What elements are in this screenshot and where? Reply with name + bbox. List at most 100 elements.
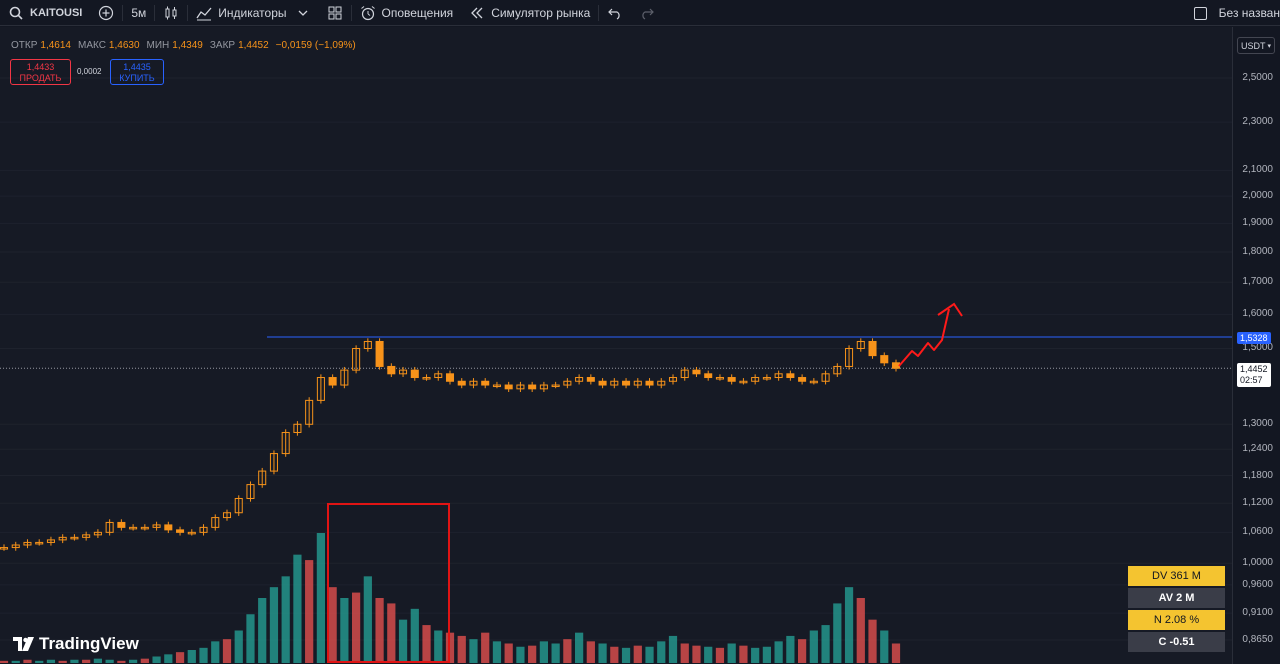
- symbol-label: KAITOUSI: [30, 6, 83, 19]
- candle-body: [164, 524, 173, 531]
- candle-body: [598, 380, 607, 386]
- toolbar-divider: [187, 4, 189, 21]
- indicators-button[interactable]: Индикаторы: [188, 0, 318, 26]
- currency-dropdown[interactable]: USDT ▾: [1237, 37, 1275, 54]
- candle-body: [504, 384, 513, 390]
- tradingview-logo-icon: [13, 637, 34, 651]
- compare-button[interactable]: [90, 0, 122, 26]
- candle-body: [786, 373, 795, 379]
- volume-bar: [621, 647, 631, 663]
- toolbar-divider: [598, 4, 600, 21]
- candle-body: [845, 347, 854, 367]
- candle-body: [187, 531, 196, 535]
- volume-bar: [258, 598, 267, 663]
- volume-bar: [692, 645, 701, 663]
- candle-body: [657, 380, 666, 386]
- volume-bar: [551, 643, 560, 663]
- interval-label: 5м: [131, 5, 147, 20]
- volume-bar: [351, 592, 361, 663]
- candle-body: [46, 539, 55, 543]
- alerts-label: Оповещения: [381, 5, 454, 20]
- volume-bar: [175, 652, 185, 663]
- volume-bar: [434, 630, 443, 663]
- last-price-tag: 1,4452 02:57: [1237, 363, 1271, 387]
- currency-label: USDT: [1240, 40, 1266, 51]
- price-tick-label: 1,1800: [1242, 469, 1273, 481]
- price-tick-label: 2,0000: [1242, 190, 1273, 202]
- sell-button[interactable]: 1,4433 ПРОДАТЬ: [10, 59, 71, 85]
- candle-body: [70, 536, 79, 540]
- volume-bar: [363, 576, 372, 663]
- candle-body: [528, 384, 537, 390]
- layout-name-label: Без назван: [1218, 6, 1280, 20]
- volume-bar: [880, 630, 889, 663]
- open-label: ОТКР: [11, 40, 38, 51]
- price-tick-label: 1,0600: [1242, 526, 1273, 538]
- close-value: 1,4452: [238, 40, 269, 51]
- candle-body: [668, 377, 678, 382]
- volume-bar: [11, 660, 20, 663]
- volume-bar: [93, 658, 103, 663]
- candle-body: [281, 431, 290, 455]
- volume-bar: [281, 576, 290, 663]
- volume-bar: [844, 587, 854, 663]
- candle-body: [751, 377, 760, 382]
- top-toolbar: KAITOUSI 5м Индикаторы Оповещения: [0, 0, 1280, 26]
- price-tick-label: 2,5000: [1242, 72, 1273, 83]
- volume-bar: [739, 645, 748, 663]
- alerts-button[interactable]: Оповещения: [352, 0, 462, 26]
- layout-name-button[interactable]: Без назван: [1186, 0, 1280, 26]
- volume-bar: [23, 659, 32, 663]
- volume-bar: [797, 639, 807, 663]
- candle-body: [93, 531, 102, 536]
- replay-button[interactable]: Симулятор рынка: [461, 0, 598, 26]
- open-value: 1,4614: [40, 40, 71, 51]
- volume-bar: [0, 660, 9, 663]
- arrow-head: [937, 302, 963, 317]
- volume-bar: [704, 646, 713, 663]
- buy-button[interactable]: 1,4435 КУПИТЬ: [110, 59, 164, 85]
- ohlc-legend: ОТКР 1,4614 МАКС 1,4630 МИН 1,4349 ЗАКР 1,44…: [11, 40, 360, 51]
- candles-icon: [163, 5, 179, 21]
- candle-body: [586, 377, 595, 382]
- toolbar-divider: [154, 4, 156, 21]
- price-chart: [0, 77, 1232, 663]
- candle-body: [891, 362, 901, 369]
- candle-body: [222, 512, 232, 519]
- search-icon: [8, 5, 24, 21]
- volume-bar: [199, 647, 208, 663]
- chart-pane[interactable]: [0, 27, 1232, 664]
- last-price-value: 1,4452: [1240, 364, 1268, 374]
- symbol-search[interactable]: KAITOUSI: [0, 0, 90, 26]
- volume-bar: [58, 660, 67, 663]
- price-axis[interactable]: 2,5000 2,3000 2,1000 2,0000 1,9000 1,8000 1,70…: [1232, 27, 1280, 664]
- interval-button[interactable]: 5м: [123, 0, 154, 26]
- candle-body: [610, 380, 619, 386]
- spread-value: 0,0002: [77, 67, 102, 76]
- toolbar-divider: [122, 4, 124, 21]
- tradingview-logo[interactable]: TradingView: [13, 634, 139, 654]
- indicators-label: Индикаторы: [218, 5, 287, 20]
- undo-button[interactable]: [599, 0, 631, 26]
- candle-body: [422, 377, 431, 380]
- price-tick-label: 1,9000: [1242, 217, 1273, 229]
- candle-body: [622, 380, 631, 386]
- candle-body: [833, 365, 842, 375]
- redo-button[interactable]: [631, 0, 663, 26]
- volume-bar: [375, 598, 384, 663]
- volume-bar: [46, 659, 56, 663]
- candle-body: [727, 377, 736, 382]
- candle-body: [692, 369, 701, 375]
- candle-body: [739, 380, 748, 384]
- layouts-button[interactable]: [319, 0, 351, 26]
- volume-bar: [762, 646, 772, 663]
- volume-bar: [481, 632, 490, 663]
- volume-bar: [269, 587, 279, 663]
- candle-body: [809, 380, 818, 384]
- candle-body: [880, 355, 889, 364]
- volume-bar: [610, 646, 619, 663]
- checkbox-icon[interactable]: [1193, 6, 1207, 20]
- candle-body: [645, 380, 654, 386]
- chart-type-button[interactable]: [155, 0, 187, 26]
- volume-bar: [633, 645, 642, 663]
